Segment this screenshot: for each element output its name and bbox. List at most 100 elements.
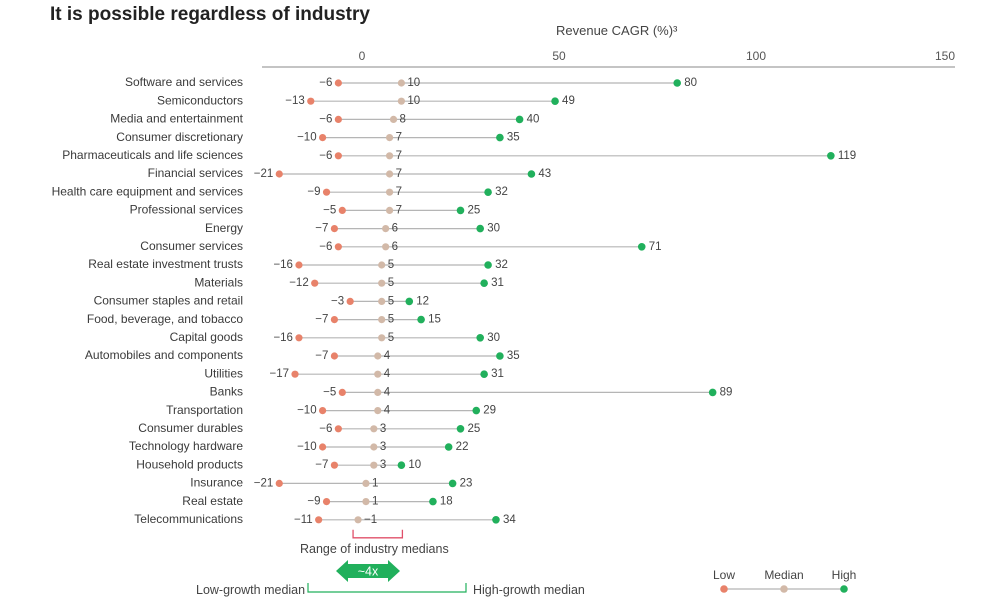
low-dot [346, 297, 354, 305]
high-value-label: 89 [720, 386, 733, 398]
median-value-label: 6 [392, 223, 398, 235]
median-value-label: 3 [380, 441, 386, 453]
low-dot [307, 97, 315, 105]
median-value-label: 5 [388, 332, 394, 344]
low-dot [334, 115, 342, 123]
category-label: Food, beverage, and tobacco [87, 312, 243, 326]
high-dot [827, 152, 835, 160]
x-tick-label: 100 [746, 49, 766, 63]
median-dot [389, 115, 398, 123]
low-dot [330, 225, 339, 233]
median-value-label: 10 [407, 95, 420, 107]
high-value-label: 31 [491, 368, 504, 380]
median-dot [374, 352, 382, 360]
median-dot [378, 261, 386, 269]
low-dot [330, 352, 339, 360]
median-value-label: 8 [400, 113, 406, 125]
median-dot [370, 425, 378, 433]
low-dot [319, 407, 327, 415]
low-value-label: −10 [297, 132, 317, 144]
median-dot [374, 388, 382, 396]
high-value-label: 15 [428, 314, 441, 326]
low-dot [311, 279, 319, 287]
high-value-label: 34 [503, 514, 516, 526]
median-dot [385, 152, 394, 160]
low-dot [338, 388, 346, 396]
high-value-label: 40 [527, 113, 540, 125]
high-value-label: 35 [507, 132, 520, 144]
low-value-label: −6 [319, 150, 332, 162]
high-value-label: 25 [468, 204, 481, 216]
category-label: Software and services [125, 75, 243, 89]
high-value-label: 12 [416, 295, 429, 307]
category-label: Technology hardware [129, 439, 243, 453]
low-dot [330, 316, 339, 324]
high-value-label: 22 [456, 441, 469, 453]
low-value-label: −16 [273, 259, 293, 271]
high-value-label: 71 [649, 241, 662, 253]
high-dot [515, 115, 524, 124]
median-value-label: 10 [407, 77, 420, 89]
low-dot [330, 461, 339, 469]
high-dot [405, 297, 414, 306]
category-label: Energy [205, 221, 243, 235]
legend-median-label: Median [764, 568, 803, 582]
legend-low-dot [720, 585, 728, 593]
legend-high-label: High [832, 568, 857, 582]
low-value-label: −7 [315, 314, 328, 326]
median-value-label: 4 [384, 386, 391, 398]
median-value-label: 7 [396, 132, 402, 144]
median-dot [382, 225, 390, 233]
low-value-label: −5 [323, 386, 336, 398]
high-dot [476, 224, 485, 233]
high-growth-median-label: High-growth median [473, 583, 585, 597]
category-label: Materials [194, 275, 243, 289]
low-value-label: −13 [285, 95, 305, 107]
category-label: Consumer discretionary [116, 130, 243, 144]
median-dot [370, 443, 378, 451]
category-label: Capital goods [170, 330, 243, 344]
median-dot [378, 316, 386, 324]
low-dot [295, 261, 303, 269]
high-dot [496, 133, 504, 142]
low-value-label: −6 [319, 77, 332, 89]
median-dot [397, 97, 405, 105]
category-label: Consumer durables [138, 421, 243, 435]
category-label: Media and entertainment [110, 112, 243, 126]
high-dot [708, 388, 717, 397]
median-dot [354, 516, 362, 524]
median-value-label: 7 [396, 168, 402, 180]
low-dot [338, 206, 346, 214]
category-label: Consumer services [140, 239, 243, 253]
median-value-label: 3 [380, 423, 386, 435]
high-dot [472, 406, 481, 415]
category-label: Household products [136, 457, 243, 471]
low-value-label: −3 [331, 295, 344, 307]
low-value-label: −10 [297, 441, 317, 453]
high-dot [496, 352, 504, 360]
category-label: Utilities [204, 366, 243, 380]
low-value-label: −10 [297, 405, 317, 417]
category-label: Real estate [182, 494, 243, 508]
low-dot [322, 188, 331, 196]
low-dot [334, 152, 342, 160]
high-value-label: 49 [562, 95, 575, 107]
category-label: Real estate investment trusts [88, 257, 243, 271]
median-value-label: 5 [388, 259, 394, 271]
high-dot [480, 370, 488, 379]
chart-title: It is possible regardless of industry [50, 4, 370, 25]
high-value-label: 32 [495, 186, 508, 198]
high-dot [484, 261, 492, 269]
category-label: Insurance [190, 476, 243, 490]
low-value-label: −6 [319, 241, 332, 253]
category-label: Financial services [148, 166, 243, 180]
high-dot [448, 479, 457, 488]
high-value-label: 25 [468, 423, 481, 435]
high-dot [637, 243, 646, 251]
high-value-label: 35 [507, 350, 520, 362]
high-value-label: 30 [487, 223, 500, 235]
low-value-label: −21 [254, 477, 274, 489]
median-dot [362, 479, 370, 487]
legend-median-dot [780, 585, 788, 593]
